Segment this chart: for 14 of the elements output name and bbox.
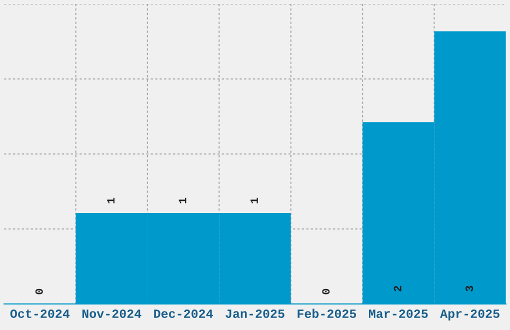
data-label: 1 [107, 198, 114, 204]
data-label: 0 [35, 288, 43, 294]
data-label: 1 [178, 198, 186, 204]
x-tick-label: Nov-2024 [82, 309, 142, 318]
x-tick-label: Mar-2025 [368, 309, 428, 318]
x-tick-label: Jan-2025 [226, 309, 284, 318]
data-label: 2 [394, 286, 402, 292]
x-tick-label: Apr-2025 [440, 309, 500, 320]
x-tick-label: Oct-2024 [10, 309, 70, 318]
data-label: 1 [250, 198, 258, 204]
data-label: 0 [322, 288, 330, 294]
data-label: 3 [466, 286, 474, 292]
x-tick-label: Feb-2025 [298, 308, 356, 318]
x-tick-label: Dec-2024 [154, 309, 213, 318]
